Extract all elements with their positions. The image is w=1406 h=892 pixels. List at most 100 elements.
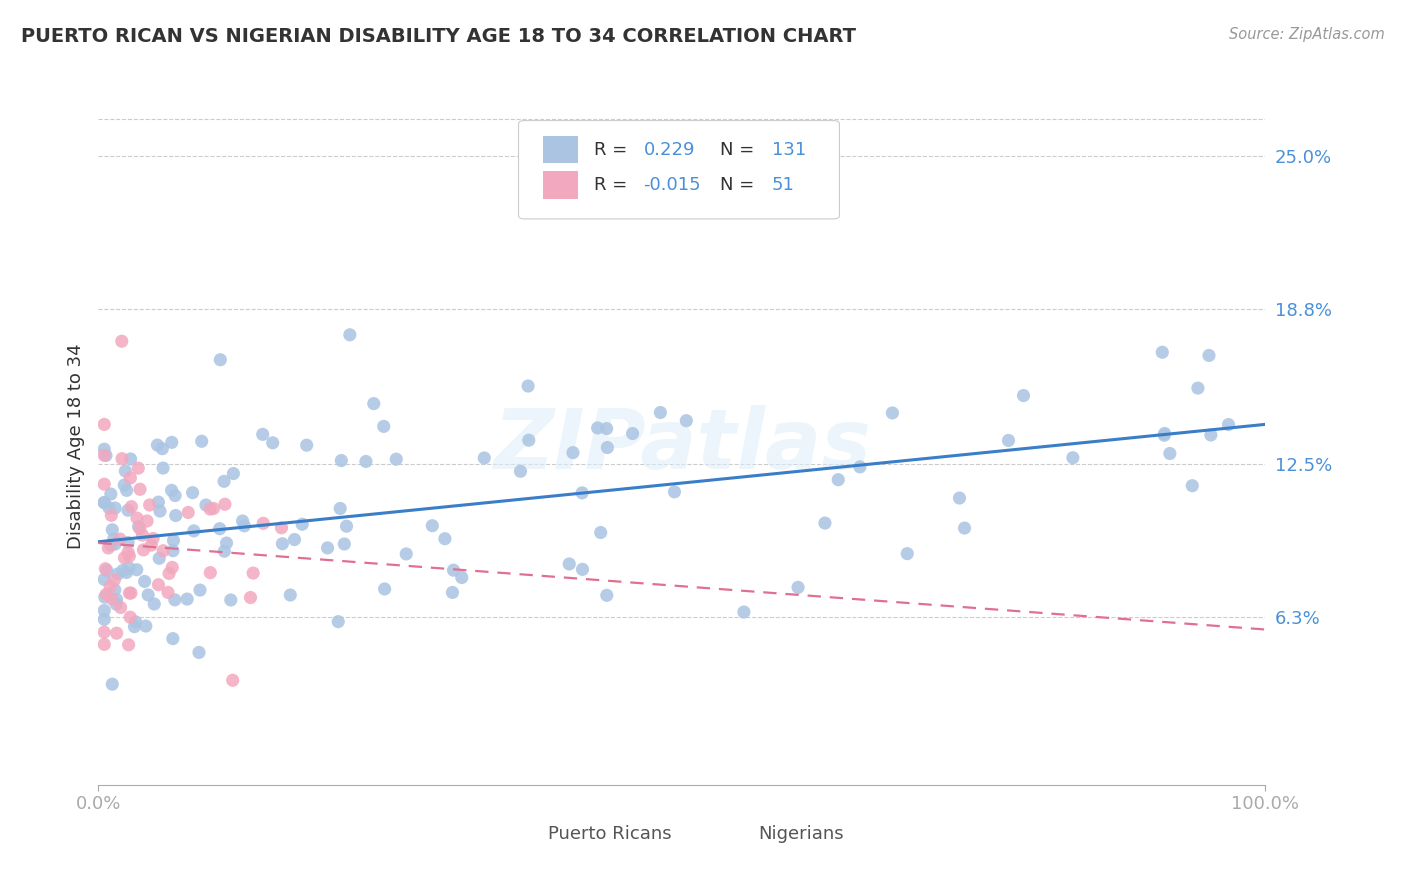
Point [1187,381,1209,395]
Point [162,533,184,548]
Point [165,508,187,523]
Point [827,473,849,487]
Point [105,597,128,611]
Point [93,448,115,462]
Text: R =: R = [595,141,633,159]
Point [558,557,581,571]
Text: 131: 131 [772,141,806,159]
Point [150,442,173,456]
Point [221,673,243,688]
Point [100,508,122,523]
Point [443,563,465,577]
Point [93,625,115,640]
Point [270,521,292,535]
Text: 51: 51 [772,176,794,194]
Point [354,454,377,468]
Point [188,645,211,659]
Point [232,514,254,528]
Point [131,528,153,542]
Point [128,519,150,533]
Point [124,620,146,634]
Point [157,566,180,581]
Point [450,570,472,584]
Point [112,478,135,492]
Point [160,435,183,450]
Point [134,574,156,589]
Point [190,434,212,449]
Point [162,632,184,646]
Point [316,541,339,555]
Point [156,585,179,599]
Point [105,592,128,607]
Point [115,566,138,580]
Text: N =: N = [720,141,761,159]
Text: ZIPatlas: ZIPatlas [494,406,870,486]
Bar [513,823,538,845]
Point [120,610,142,624]
Point [94,590,117,604]
Point [120,471,142,485]
Point [115,483,138,498]
Point [433,532,456,546]
Point [138,498,160,512]
Point [120,500,142,514]
Text: Puerto Ricans: Puerto Ricans [548,825,671,843]
Point [385,452,408,467]
Point [239,591,262,605]
Text: -0.015: -0.015 [644,176,702,194]
Point [183,524,205,538]
Point [101,523,124,537]
Point [596,441,619,455]
Point [586,421,609,435]
Point [208,522,231,536]
Point [125,511,148,525]
Point [114,550,136,565]
Text: Source: ZipAtlas.com: Source: ZipAtlas.com [1229,27,1385,42]
Text: N =: N = [720,176,761,194]
Point [595,421,617,435]
Point [114,464,136,478]
Point [148,578,170,592]
Bar [723,823,748,845]
Point [93,496,115,510]
Bar [543,171,578,199]
Point [363,396,385,410]
Point [141,538,163,552]
Point [93,612,115,626]
Point [100,487,122,501]
Point [117,503,139,517]
Point [117,638,139,652]
Point [209,352,232,367]
Point [135,619,157,633]
Point [103,532,125,546]
Point [142,532,165,546]
Point [283,533,305,547]
Point [160,483,183,498]
Point [118,560,141,574]
Point [117,545,139,559]
Point [1062,450,1084,465]
Point [98,579,121,593]
Point [262,435,284,450]
Point [163,592,186,607]
Point [271,537,294,551]
Point [329,501,352,516]
Point [104,501,127,516]
Point [561,445,583,459]
Point [517,434,540,448]
Point [202,501,225,516]
Point [420,518,443,533]
Point [93,495,115,509]
Point [120,586,142,600]
Point [896,547,918,561]
Point [335,519,357,533]
Point [278,588,301,602]
Point [94,449,117,463]
Point [596,588,619,602]
Point [849,459,872,474]
Point [1181,479,1204,493]
Point [571,562,593,576]
Point [517,379,540,393]
Text: R =: R = [595,176,633,194]
Point [509,464,531,478]
